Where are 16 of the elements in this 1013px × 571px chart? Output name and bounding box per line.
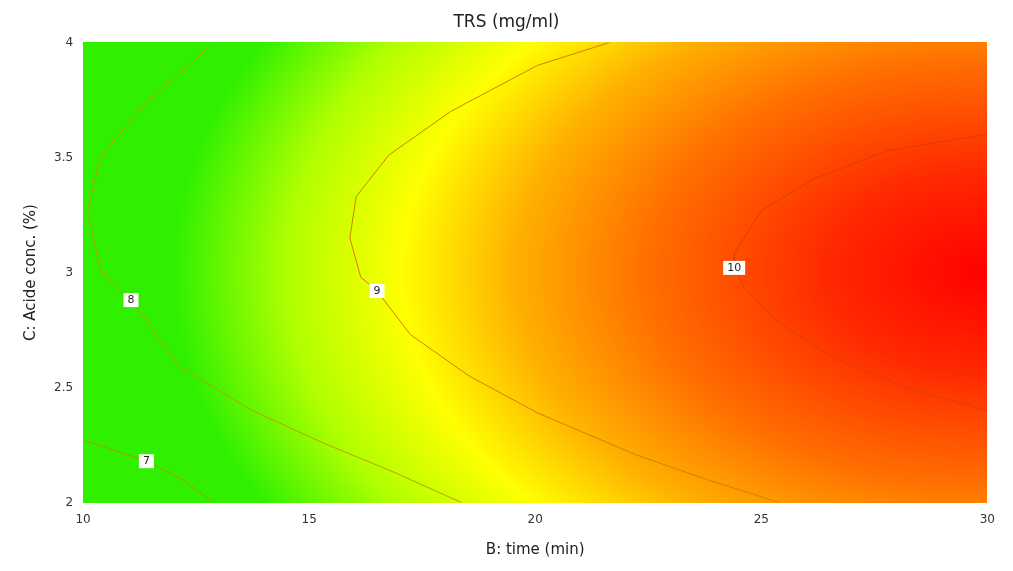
y-axis-title: C: Acide conc. (%) bbox=[20, 204, 39, 341]
x-axis-title: B: time (min) bbox=[485, 539, 585, 558]
x-tick-label: 15 bbox=[301, 511, 317, 526]
x-tick-label: 10 bbox=[75, 511, 91, 526]
y-tick-label: 2 bbox=[65, 494, 74, 509]
annotation: 9 bbox=[373, 283, 381, 297]
x-tick-label: 20 bbox=[527, 511, 543, 526]
y-tick-label: 3.5 bbox=[53, 149, 74, 164]
annotation: 7 bbox=[142, 454, 150, 468]
x-tick-label: 25 bbox=[753, 511, 769, 526]
y-tick-label: 2.5 bbox=[53, 379, 74, 394]
x-tick-label: 30 bbox=[979, 511, 996, 526]
y-tick-label: 4 bbox=[65, 34, 74, 49]
annotation: 8 bbox=[127, 292, 135, 306]
chart-title: TRS (mg/ml) bbox=[452, 10, 560, 31]
y-tick-label: 3 bbox=[65, 264, 74, 279]
